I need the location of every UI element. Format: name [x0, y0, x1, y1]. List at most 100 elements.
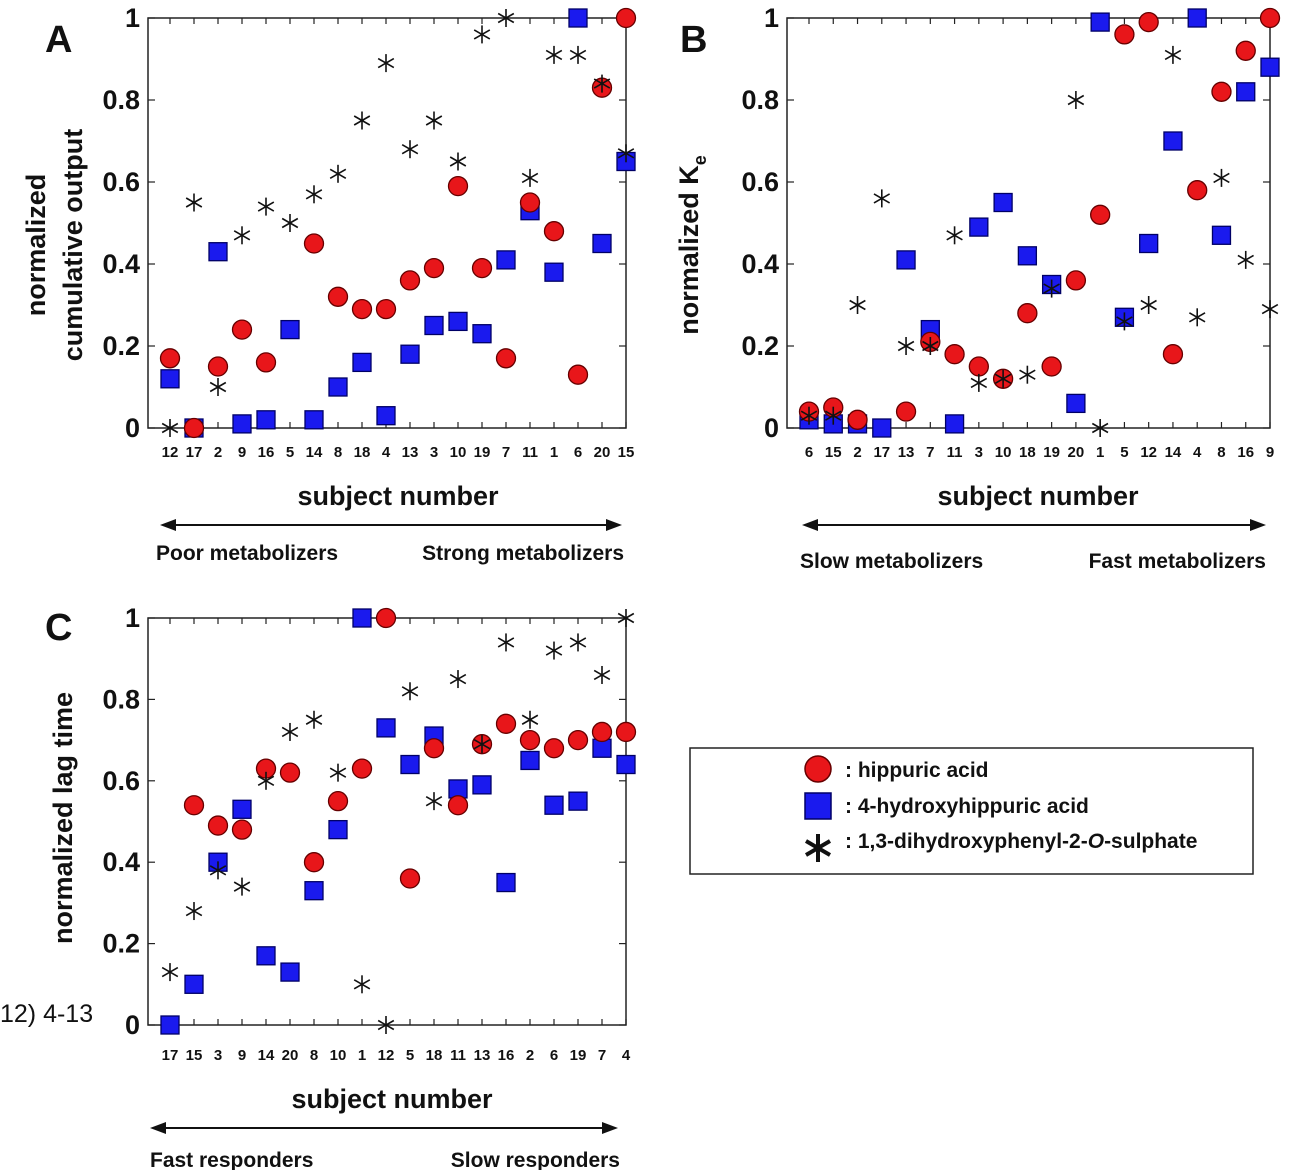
- point-hydroxy: [993, 192, 1013, 213]
- y-tick-label: 1: [125, 603, 140, 633]
- x-tick-label: 3: [430, 444, 438, 461]
- x-tick-label: 4: [1193, 444, 1202, 461]
- point-hippuric: [399, 868, 421, 889]
- x-tick-label: 18: [354, 444, 371, 461]
- point-sulphate: [281, 722, 299, 741]
- y-axis-label: cumulative output: [58, 129, 88, 362]
- y-tick-label: 0.6: [102, 167, 140, 197]
- point-hydroxy: [496, 872, 516, 893]
- x-tick-label: 11: [450, 1047, 466, 1064]
- x-tick-label: 15: [186, 1047, 203, 1064]
- point-hydroxy: [376, 718, 396, 738]
- point-hippuric: [207, 815, 229, 836]
- panel-C: 0 0.2 0.4 0.6 0.8 1 17 15 3 9 14 20 8 10 1 12 5 18 11 13 16 2…: [45, 603, 637, 1170]
- point-hydroxy: [160, 1015, 180, 1035]
- point-hippuric: [567, 729, 589, 751]
- point-hippuric: [231, 819, 253, 840]
- point-hippuric: [591, 721, 613, 743]
- point-hydroxy: [304, 410, 324, 430]
- point-hippuric: [303, 233, 325, 254]
- y-tick-label: 0.4: [102, 249, 140, 279]
- point-sulphate: [257, 197, 275, 216]
- point-hippuric: [183, 417, 205, 439]
- point-hydroxy: [304, 881, 324, 901]
- y-axis-label: normalized: [21, 174, 51, 317]
- x-tick-label: 19: [570, 1047, 587, 1064]
- x-tick-label: 13: [474, 1047, 491, 1064]
- direction-arrow: [150, 1122, 618, 1134]
- point-hippuric: [183, 795, 205, 816]
- x-tick-label: 12: [162, 444, 179, 461]
- point-hippuric: [1162, 344, 1184, 365]
- arrow-right-label: Strong metabolizers: [422, 542, 624, 565]
- point-hydroxy: [1066, 393, 1086, 414]
- arrow-left-label: Fast responders: [150, 1149, 313, 1170]
- point-hippuric: [495, 713, 517, 734]
- point-sulphate: [849, 296, 866, 314]
- point-hippuric: [543, 738, 565, 759]
- y-tick-label: 0: [764, 413, 779, 443]
- point-hippuric: [1065, 270, 1087, 291]
- arrow-right-label: Slow responders: [451, 1149, 620, 1170]
- y-axis-label: normalized Ke: [674, 155, 710, 335]
- x-tick-label: 13: [402, 444, 419, 461]
- point-hydroxy: [1211, 225, 1232, 245]
- point-sulphate: [497, 9, 515, 27]
- point-hippuric: [471, 257, 493, 279]
- point-sulphate: [329, 164, 347, 183]
- arrow-right-label: Fast metabolizers: [1089, 550, 1266, 573]
- point-hippuric: [1235, 40, 1256, 61]
- point-hippuric: [231, 319, 253, 340]
- point-hippuric: [1259, 7, 1281, 29]
- point-hydroxy: [568, 8, 588, 28]
- point-sulphate: [825, 406, 842, 425]
- x-axis-label: subject number: [297, 481, 499, 511]
- point-sulphate: [545, 641, 563, 660]
- point-sulphate: [377, 1016, 395, 1034]
- point-sulphate: [946, 226, 963, 245]
- point-hydroxy: [256, 946, 276, 966]
- point-hydroxy: [208, 242, 228, 262]
- x-tick-label: 3: [975, 444, 983, 461]
- x-tick-label: 2: [214, 444, 222, 461]
- x-tick-label: 10: [330, 1047, 347, 1064]
- legend-box: [689, 747, 1254, 875]
- point-sulphate: [593, 665, 611, 684]
- point-hippuric: [423, 738, 445, 759]
- x-tick-label: 12: [378, 1047, 395, 1064]
- y-tick-label: 0.8: [102, 684, 140, 714]
- x-tick-label: 13: [898, 444, 915, 461]
- point-sulphate: [425, 111, 443, 130]
- point-hippuric: [543, 221, 565, 242]
- y-tick-label: 0.8: [102, 85, 140, 115]
- point-hippuric: [615, 721, 637, 743]
- point-hydroxy: [1236, 82, 1256, 102]
- y-tick-label: 0: [125, 413, 140, 443]
- point-sulphate: [873, 189, 891, 208]
- point-hippuric: [1041, 356, 1062, 377]
- point-sulphate: [897, 337, 915, 355]
- point-hydroxy: [472, 775, 492, 795]
- point-hydroxy: [544, 262, 564, 282]
- x-tick-label: 5: [1120, 444, 1128, 461]
- y-tick-label: 0.2: [741, 331, 779, 361]
- x-tick-label: 15: [618, 444, 635, 461]
- x-tick-label: 5: [406, 1047, 414, 1064]
- x-tick-label: 20: [594, 444, 611, 461]
- point-sulphate: [209, 378, 227, 396]
- x-tick-label: 16: [1237, 444, 1254, 461]
- point-sulphate: [473, 735, 491, 754]
- point-hydroxy: [969, 217, 989, 237]
- point-sulphate: [970, 373, 988, 392]
- point-hydroxy: [592, 233, 612, 254]
- point-hydroxy: [872, 418, 892, 438]
- point-hippuric: [279, 762, 301, 783]
- point-sulphate: [401, 682, 419, 701]
- point-sulphate: [281, 214, 299, 232]
- point-hydroxy: [1090, 12, 1110, 32]
- x-tick-label: 6: [574, 444, 582, 461]
- panel-letter: B: [680, 19, 707, 61]
- page-fragment: 12) 4-13: [0, 1000, 93, 1028]
- point-hydroxy: [1017, 246, 1038, 266]
